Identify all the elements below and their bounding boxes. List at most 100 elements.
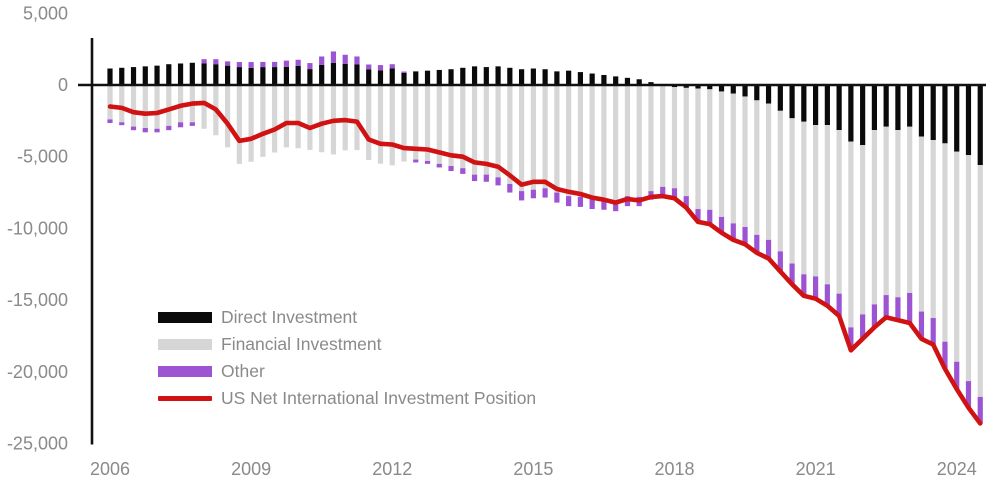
- bar-financial-investment: [389, 85, 395, 166]
- bar-financial-investment: [848, 141, 854, 328]
- bar-direct-investment: [236, 67, 242, 85]
- bar-direct-investment: [695, 85, 701, 89]
- x-axis-label: 2024: [937, 459, 977, 479]
- bar-other: [377, 65, 384, 71]
- bar-direct-investment: [636, 79, 642, 85]
- bar-other: [166, 125, 172, 131]
- bar-direct-investment: [624, 77, 631, 85]
- bar-other: [695, 209, 701, 222]
- legend-label-direct-investment: Direct Investment: [221, 307, 358, 327]
- bar-other: [566, 196, 572, 207]
- bar-other: [542, 188, 548, 198]
- bar-other: [330, 51, 337, 63]
- bar-direct-investment: [495, 66, 501, 85]
- bar-direct-investment: [789, 85, 795, 119]
- bar-direct-investment: [801, 85, 807, 122]
- bar-other: [907, 292, 913, 324]
- bar-financial-investment: [236, 85, 242, 164]
- x-axis-label: 2012: [372, 459, 412, 479]
- bar-direct-investment: [883, 85, 889, 127]
- legend-item-niip-line: US Net International Investment Position: [158, 388, 537, 408]
- bar-direct-investment: [130, 67, 137, 85]
- bar-direct-investment: [471, 66, 478, 85]
- bar-direct-investment: [730, 85, 736, 94]
- bar-financial-investment: [648, 85, 654, 192]
- bar-other: [272, 61, 278, 68]
- bar-direct-investment: [777, 85, 783, 111]
- bar-other: [260, 61, 266, 68]
- bar-other: [671, 188, 678, 199]
- bar-other: [836, 293, 842, 316]
- bar-direct-investment: [871, 85, 877, 131]
- bar-other: [424, 161, 431, 164]
- bar-financial-investment: [377, 85, 384, 164]
- bar-other: [448, 166, 454, 172]
- legend-label-niip-line: US Net International Investment Position: [221, 388, 537, 408]
- bar-other: [401, 71, 407, 73]
- bar-other: [130, 126, 137, 131]
- bar-other: [142, 128, 148, 133]
- bar-financial-investment: [718, 91, 725, 217]
- bar-direct-investment: [154, 65, 160, 85]
- niip-line-swatch: [158, 395, 212, 401]
- bar-direct-investment: [283, 66, 289, 85]
- bar-financial-investment: [166, 85, 172, 126]
- bar-direct-investment: [718, 85, 725, 92]
- bar-direct-investment: [295, 65, 301, 85]
- other-swatch: [158, 365, 212, 377]
- bar-direct-investment: [119, 67, 125, 85]
- bar-financial-investment: [683, 87, 689, 197]
- bar-direct-investment: [742, 85, 748, 97]
- x-axis-label: 2015: [513, 459, 553, 479]
- bar-direct-investment: [201, 63, 207, 85]
- bar-direct-investment: [460, 67, 466, 85]
- bar-other: [213, 59, 219, 65]
- y-axis-label: 5,000: [23, 3, 68, 23]
- bar-direct-investment: [977, 85, 983, 166]
- bar-financial-investment: [954, 151, 960, 362]
- bar-other: [225, 61, 231, 66]
- bar-financial-investment: [601, 85, 607, 199]
- legend-item-direct-investment: Direct Investment: [158, 307, 536, 327]
- bar-direct-investment: [577, 72, 583, 85]
- bar-financial-investment: [824, 125, 830, 285]
- x-axis-label: 2021: [796, 459, 836, 479]
- bar-other: [589, 198, 595, 210]
- bar-other: [730, 223, 736, 240]
- bar-other: [495, 177, 501, 186]
- bar-other: [154, 128, 160, 133]
- bar-direct-investment: [225, 65, 231, 85]
- bar-other: [460, 168, 466, 174]
- bar-financial-investment: [965, 155, 972, 382]
- bar-direct-investment: [424, 70, 431, 85]
- bar-financial-investment: [436, 85, 442, 164]
- bar-direct-investment: [954, 85, 960, 152]
- legend-label-other: Other: [221, 361, 265, 381]
- bar-direct-investment: [566, 70, 572, 85]
- bar-other: [295, 59, 301, 66]
- x-axis-label: 2018: [654, 459, 694, 479]
- bar-other: [930, 318, 936, 345]
- bar-financial-investment: [283, 85, 289, 148]
- bar-other: [777, 251, 783, 272]
- bar-other: [248, 62, 254, 68]
- bar-direct-investment: [589, 73, 595, 85]
- bar-other: [718, 216, 725, 233]
- bar-direct-investment: [330, 62, 337, 85]
- bar-financial-investment: [883, 126, 889, 296]
- bar-direct-investment: [142, 66, 148, 85]
- bar-other: [918, 311, 925, 339]
- y-axis-label: 0: [58, 75, 68, 95]
- bar-other: [789, 263, 795, 285]
- bar-direct-investment: [413, 71, 419, 85]
- bar-financial-investment: [201, 85, 207, 129]
- bar-financial-investment: [789, 118, 795, 264]
- bar-financial-investment: [742, 96, 748, 227]
- bar-direct-investment: [907, 85, 913, 127]
- bar-other: [342, 54, 348, 64]
- bar-other: [801, 274, 807, 296]
- chart-legend: Direct Investment Financial Investment O…: [158, 307, 537, 418]
- legend-label-financial-investment: Financial Investment: [221, 334, 382, 354]
- bar-direct-investment: [895, 85, 901, 131]
